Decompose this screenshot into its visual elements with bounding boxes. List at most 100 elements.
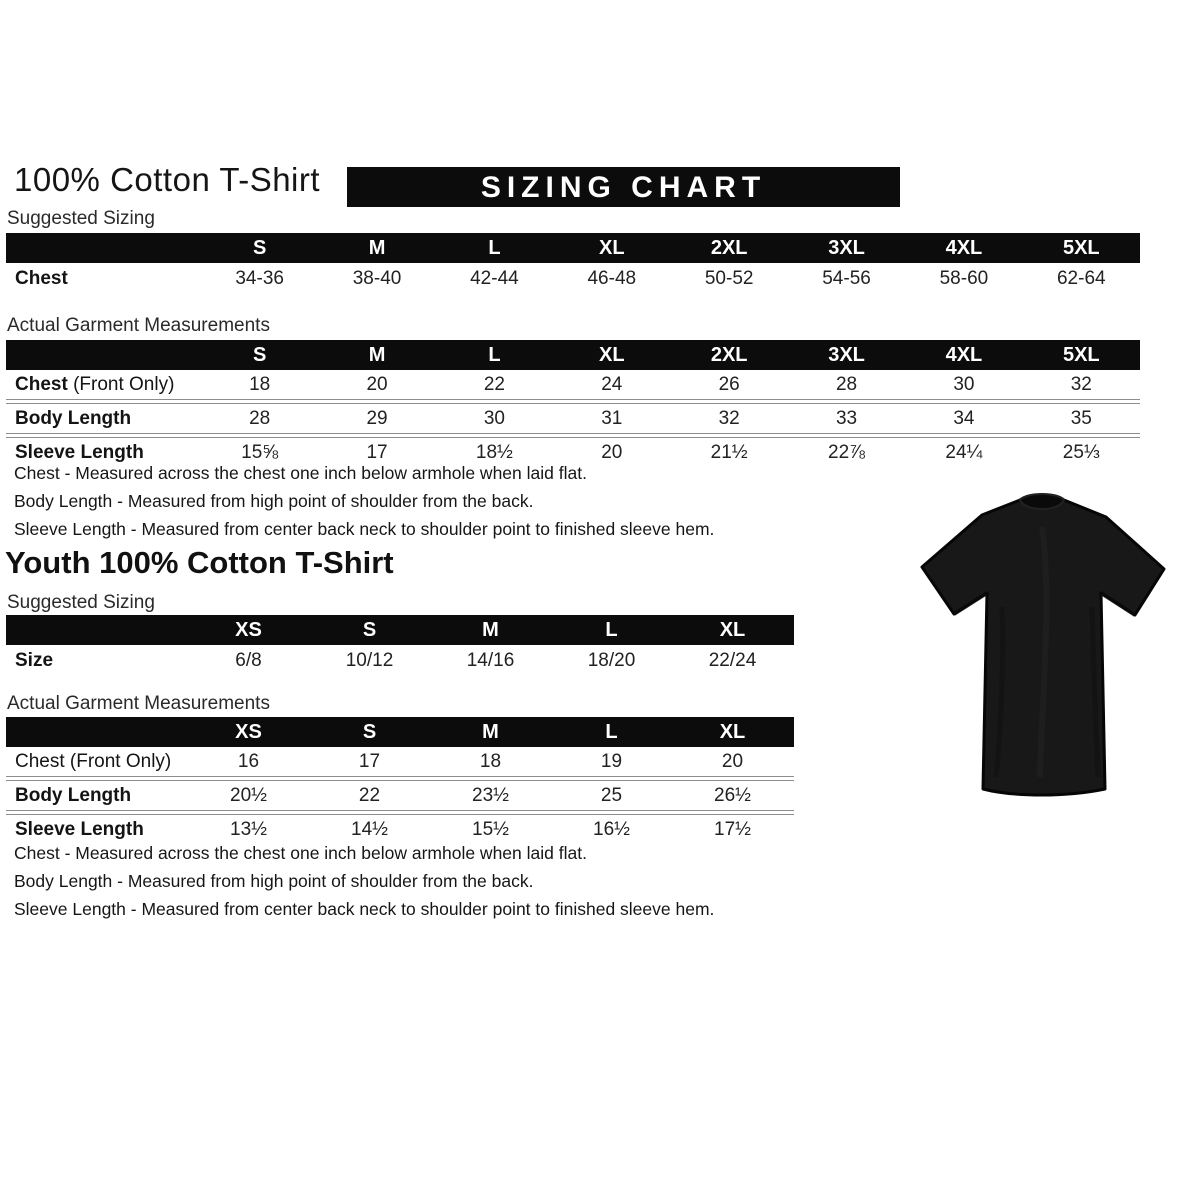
row-divider [6,776,794,781]
measurement-cell: 30 [953,373,975,395]
measurement-cell: 35 [1070,407,1092,429]
measurement-cell: 20 [721,750,744,772]
measurement-cell: 58-60 [939,268,989,289]
measurement-cell: 25⅓ [1062,441,1100,463]
size-header-row: XS S M L XL [6,615,794,645]
size-header-cell: XS [235,720,262,743]
note-line: Chest - Measured across the chest one in… [14,843,587,863]
size-header-cell: M [482,618,499,641]
measurement-cell: 20 [366,373,388,395]
row-divider [6,433,1140,438]
measurement-cell: 20 [601,441,623,463]
measurement-cell: 38-40 [352,268,402,289]
measurement-cell: 24¼ [945,441,983,463]
measurement-cell: 28 [249,407,271,429]
size-header-cell: S [253,343,267,366]
youth-measurement-notes: Chest - Measured across the chest one in… [14,841,714,925]
size-header-cell: XS [235,618,262,641]
size-header-cell: S [253,236,267,259]
adult-measurement-notes: Chest - Measured across the chest one in… [14,461,714,545]
table-row: Body Length 20½ 22 23½ 25 26½ [6,781,794,810]
table-row: Sleeve Length 13½ 14½ 15½ 16½ 17½ [6,815,794,844]
table-row: Chest (Front Only) 16 17 18 19 20 [6,747,794,776]
size-header-cell: M [368,343,386,366]
measurement-cell: 34-36 [235,268,284,289]
measurement-cell: 22 [358,784,381,806]
youth-suggested-sizing-table: XS S M L XL Size 6/8 10/12 14/16 18/20 2… [6,615,794,677]
measurement-cell: 15⅝ [241,441,279,463]
tshirt-image [892,477,1194,822]
size-header-row: S M L XL 2XL 3XL 4XL 5XL [6,233,1140,263]
row-label-main: Chest [15,373,68,395]
row-divider [6,399,1140,404]
measurement-cell: 50-52 [704,268,754,289]
measurement-cell: 14/16 [466,650,515,671]
row-label: Body Length [15,784,132,806]
row-label: Size [15,650,54,671]
measurement-cell: 15½ [472,818,509,840]
measurement-cell: 28 [835,373,858,395]
youth-section-title: Youth 100% Cotton T-Shirt [5,545,394,580]
size-header-cell: 5XL [1062,236,1100,259]
measurement-cell: 54-56 [822,268,871,289]
note-line: Sleeve Length - Measured from center bac… [14,899,715,919]
size-header-cell: 4XL [945,343,983,366]
note-line: Body Length - Measured from high point o… [14,491,534,511]
measurement-cell: 46-48 [587,268,637,289]
measurement-cell: 19 [600,750,623,772]
measurement-cell: 10/12 [345,650,394,671]
size-header-cell: L [488,236,501,259]
table-row: Body Length 28 29 30 31 32 33 34 35 [6,404,1140,433]
note-line: Chest - Measured across the chest one in… [14,463,587,483]
row-label: Chest [15,268,68,289]
measurement-cell: 17 [358,750,381,772]
measurement-cell: 18/20 [587,650,636,671]
measurement-cell: 34 [953,407,975,429]
size-header-cell: S [362,618,377,641]
row-label: Body Length [15,407,132,429]
measurement-cell: 14½ [351,818,388,840]
youth-actual-measurements-label: Actual Garment Measurements [7,693,270,714]
measurement-cell: 25 [600,784,623,806]
row-divider [6,810,794,815]
size-header-row: XS S M L XL [6,717,794,747]
table-row: Size 6/8 10/12 14/16 18/20 22/24 [6,645,794,677]
measurement-cell: 6/8 [235,650,262,671]
adult-suggested-sizing-table: S M L XL 2XL 3XL 4XL 5XL Chest 34-36 38-… [6,233,1140,295]
size-header-cell: M [482,720,499,743]
size-header-cell: L [488,343,501,366]
note-line: Body Length - Measured from high point o… [14,871,534,891]
measurement-cell: 21½ [710,441,748,463]
measurement-cell: 26½ [714,784,751,806]
measurement-cell: 18½ [475,441,513,463]
size-header-cell: 5XL [1062,343,1100,366]
row-label: Sleeve Length [15,441,144,463]
measurement-cell: 42-44 [470,268,519,289]
size-header-cell: M [368,236,386,259]
size-header-cell: L [605,720,618,743]
size-header-cell: 3XL [828,236,865,259]
measurement-cell: 17½ [714,818,751,840]
row-label: Sleeve Length [15,818,144,840]
measurement-cell: 24 [601,373,623,395]
size-header-cell: 2XL [710,236,748,259]
measurement-cell: 32 [1070,373,1092,395]
youth-actual-measurements-table: XS S M L XL Chest (Front Only) 16 17 18 … [6,717,794,844]
table-row: Chest 34-36 38-40 42-44 46-48 50-52 54-5… [6,263,1140,295]
measurement-cell: 62-64 [1056,268,1106,289]
size-header-cell: XL [719,720,746,743]
measurement-cell: 22/24 [708,650,757,671]
measurement-cell: 26 [718,373,740,395]
size-header-cell: 2XL [710,343,748,366]
size-header-cell: S [362,720,377,743]
sizing-chart-banner: SIZING CHART [347,167,900,207]
measurement-cell: 30 [483,407,505,429]
measurement-cell: 22 [483,373,505,395]
size-header-cell: XL [719,618,746,641]
black-tshirt-icon [920,493,1166,797]
youth-suggested-sizing-label: Suggested Sizing [7,592,155,613]
measurement-cell: 17 [366,441,388,463]
measurement-cell: 29 [366,407,388,429]
measurement-cell: 16½ [593,818,630,840]
